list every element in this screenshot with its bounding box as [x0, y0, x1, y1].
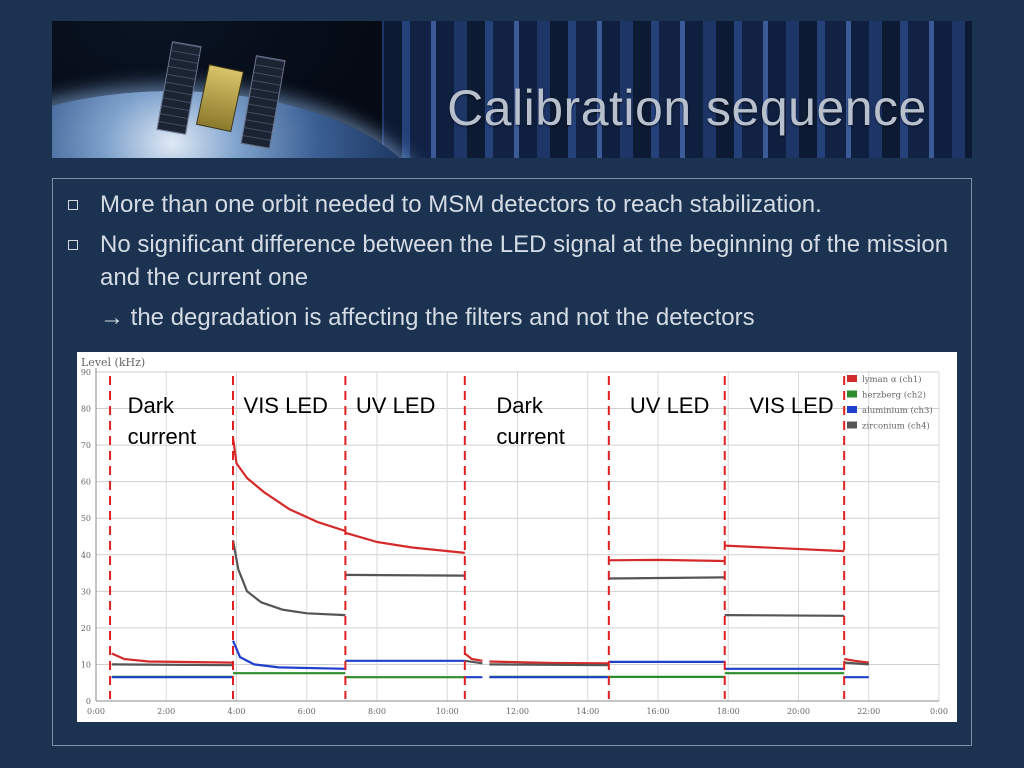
phase-label: UV LED	[630, 393, 709, 418]
phase-label: VIS LED	[749, 393, 833, 418]
x-tick-label: 4:00	[228, 707, 246, 716]
series-line	[231, 540, 346, 617]
y-tick-label: 30	[81, 587, 91, 596]
bullet-list: More than one orbit needed to MSM detect…	[64, 188, 964, 334]
y-tick-label: 90	[81, 368, 91, 377]
legend-label: lyman α (ch1)	[862, 374, 922, 385]
x-tick-label: 2:00	[157, 707, 175, 716]
y-tick-label: 70	[81, 441, 91, 450]
series-line	[111, 652, 234, 664]
chart-svg: 0 10 20 30 40 50 60 70 80 90 0:00 2:00 4:00 6:00 8:00 1…	[81, 356, 948, 716]
y-tick-label: 80	[81, 405, 91, 414]
series-line	[724, 544, 845, 553]
y-tick-label: 50	[81, 514, 91, 523]
series-line	[724, 614, 845, 617]
phase-label: UV LED	[356, 393, 435, 418]
series-line	[111, 663, 234, 667]
legend-label: zirconium (ch4)	[862, 421, 930, 432]
series-line	[489, 663, 609, 667]
legend-label: herzberg (ch2)	[862, 390, 926, 401]
series-line	[464, 659, 483, 665]
y-tick-label: 20	[81, 624, 91, 633]
slide-title: Calibration sequence	[447, 80, 927, 136]
x-tick-label: 8:00	[368, 707, 386, 716]
series-line	[608, 558, 725, 563]
series-line	[844, 661, 869, 666]
phase-label: Dark	[496, 393, 543, 418]
series-line	[464, 652, 483, 662]
legend-swatch	[847, 390, 857, 398]
y-tick-label: 40	[81, 551, 91, 560]
legend-swatch	[847, 406, 857, 413]
x-tick-label: 0:00	[930, 707, 948, 716]
y-tick-label: 60	[81, 478, 91, 487]
title-banner: Calibration sequence	[52, 21, 972, 158]
y-tick-label: 10	[81, 660, 91, 669]
x-tick-label: 10:00	[436, 707, 459, 716]
content-frame	[52, 178, 972, 746]
phase-label: current	[128, 424, 196, 449]
bullet-text: More than one orbit needed to MSM detect…	[100, 191, 822, 218]
conclusion-text: → the degradation is affecting the filte…	[100, 304, 755, 331]
series-line	[345, 573, 465, 577]
calibration-chart: 0 10 20 30 40 50 60 70 80 90 0:00 2:00 4:00 6:00 8:00 1…	[77, 352, 957, 722]
bullet-text: No significant difference between the LE…	[100, 231, 949, 291]
series-line	[231, 640, 346, 670]
x-tick-label: 16:00	[646, 707, 669, 716]
x-tick-label: 14:00	[576, 707, 599, 716]
legend-swatch	[847, 421, 857, 429]
bullet-item: No significant difference between the LE…	[64, 228, 964, 294]
checkbox-bullet-icon	[68, 240, 78, 250]
series-line	[231, 437, 346, 533]
legend-swatch	[847, 375, 857, 382]
series-line	[345, 531, 465, 554]
x-tick-label: 6:00	[298, 707, 316, 716]
series-line	[608, 576, 725, 580]
phase-label: current	[496, 424, 564, 449]
series-line	[489, 660, 609, 665]
checkbox-bullet-icon	[68, 200, 78, 210]
series-line	[844, 657, 869, 664]
x-tick-label: 18:00	[717, 707, 740, 716]
y-axis-label: Level (kHz)	[81, 356, 145, 369]
x-tick-label: 22:00	[857, 707, 880, 716]
phase-label: VIS LED	[244, 393, 328, 418]
y-tick-label: 0	[86, 697, 91, 706]
x-tick-label: 0:00	[87, 707, 105, 716]
bullet-item: More than one orbit needed to MSM detect…	[64, 188, 964, 221]
x-tick-label: 12:00	[506, 707, 529, 716]
phase-label: Dark	[128, 393, 175, 418]
legend-label: aluminium (ch3)	[862, 405, 933, 416]
x-tick-label: 20:00	[787, 707, 810, 716]
